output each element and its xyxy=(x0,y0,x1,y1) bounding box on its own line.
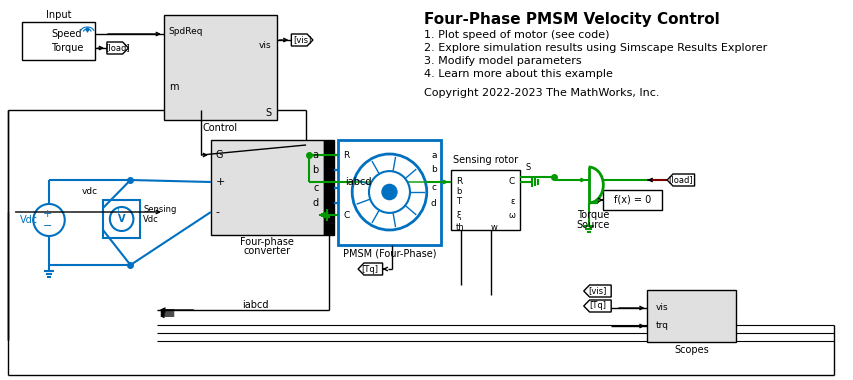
Text: Sensing: Sensing xyxy=(143,204,177,214)
Bar xyxy=(21,22,95,60)
Polygon shape xyxy=(357,263,382,275)
Text: iabcd: iabcd xyxy=(345,177,371,187)
Bar xyxy=(164,15,276,120)
Text: [vis]: [vis] xyxy=(293,35,311,44)
Text: S: S xyxy=(265,108,271,118)
Text: iabcd: iabcd xyxy=(241,300,268,310)
Text: 1. Plot speed of motor (see code): 1. Plot speed of motor (see code) xyxy=(423,30,608,40)
Text: b: b xyxy=(456,187,461,196)
Text: R: R xyxy=(343,150,349,160)
Text: b: b xyxy=(312,165,318,175)
Text: Input: Input xyxy=(46,10,72,20)
Text: Source: Source xyxy=(576,220,610,230)
Text: vis: vis xyxy=(258,41,271,49)
Text: -: - xyxy=(216,207,219,217)
Bar xyxy=(211,140,323,235)
Text: vis: vis xyxy=(654,304,667,312)
Text: Vdc: Vdc xyxy=(20,215,38,225)
Text: ω: ω xyxy=(508,211,514,220)
Text: [vis]: [vis] xyxy=(588,287,606,296)
Text: d: d xyxy=(312,198,318,208)
Text: ε: ε xyxy=(510,198,514,206)
Text: Vdc: Vdc xyxy=(143,214,159,223)
Text: Control: Control xyxy=(202,123,237,133)
Polygon shape xyxy=(583,285,611,297)
Text: PMSM (Four-Phase): PMSM (Four-Phase) xyxy=(342,248,436,258)
Text: c: c xyxy=(313,183,318,193)
Polygon shape xyxy=(583,300,611,312)
Text: 3. Modify model parameters: 3. Modify model parameters xyxy=(423,56,581,66)
Bar xyxy=(602,190,661,210)
Text: G: G xyxy=(216,150,223,160)
Text: [load]: [load] xyxy=(668,176,693,185)
Text: f(x) = 0: f(x) = 0 xyxy=(613,195,651,205)
Text: T: T xyxy=(456,198,461,206)
Bar xyxy=(647,290,735,342)
Text: a: a xyxy=(312,150,318,160)
Text: trq: trq xyxy=(654,321,668,331)
Text: th: th xyxy=(456,223,464,231)
Text: V: V xyxy=(118,214,125,224)
Text: Four-phase: Four-phase xyxy=(240,237,293,247)
Bar xyxy=(323,140,334,235)
Text: a: a xyxy=(431,150,436,160)
Text: m: m xyxy=(169,82,178,92)
Text: [Tq]: [Tq] xyxy=(589,301,606,310)
Text: 2. Explore simulation results using Simscape Results Explorer: 2. Explore simulation results using Sims… xyxy=(423,43,766,53)
Text: ξ: ξ xyxy=(456,211,461,220)
Circle shape xyxy=(381,184,397,200)
Text: SpdReq: SpdReq xyxy=(169,27,203,36)
Text: w: w xyxy=(490,223,496,231)
Text: C: C xyxy=(343,211,349,220)
Text: Scopes: Scopes xyxy=(674,345,708,355)
Text: converter: converter xyxy=(243,246,290,256)
Bar xyxy=(338,140,441,245)
Circle shape xyxy=(110,207,133,231)
Text: b: b xyxy=(430,166,436,174)
Text: S: S xyxy=(525,163,530,173)
Text: [Tq]: [Tq] xyxy=(361,264,378,274)
Polygon shape xyxy=(107,42,128,54)
Text: +: + xyxy=(43,209,52,219)
Text: Copyright 2022-2023 The MathWorks, Inc.: Copyright 2022-2023 The MathWorks, Inc. xyxy=(423,88,659,98)
Circle shape xyxy=(368,171,409,213)
Polygon shape xyxy=(291,34,312,46)
Text: c: c xyxy=(431,184,436,193)
Text: +: + xyxy=(216,177,225,187)
Text: Four-Phase PMSM Velocity Control: Four-Phase PMSM Velocity Control xyxy=(423,12,719,27)
Circle shape xyxy=(33,204,65,236)
Polygon shape xyxy=(666,174,693,186)
Text: R: R xyxy=(456,177,461,187)
Text: −: − xyxy=(43,221,52,231)
Text: Torque: Torque xyxy=(51,43,84,53)
Text: Speed: Speed xyxy=(51,29,81,39)
Text: [load]: [load] xyxy=(105,43,130,52)
Circle shape xyxy=(351,154,426,230)
Text: 4. Learn more about this example: 4. Learn more about this example xyxy=(423,69,612,79)
Text: +: + xyxy=(114,207,121,217)
Text: Torque: Torque xyxy=(577,210,609,220)
Bar xyxy=(103,200,140,238)
Text: d: d xyxy=(430,198,436,207)
Text: C: C xyxy=(508,177,514,187)
Text: Sensing rotor: Sensing rotor xyxy=(453,155,518,165)
Text: vdc: vdc xyxy=(82,187,98,196)
Bar xyxy=(450,170,519,230)
